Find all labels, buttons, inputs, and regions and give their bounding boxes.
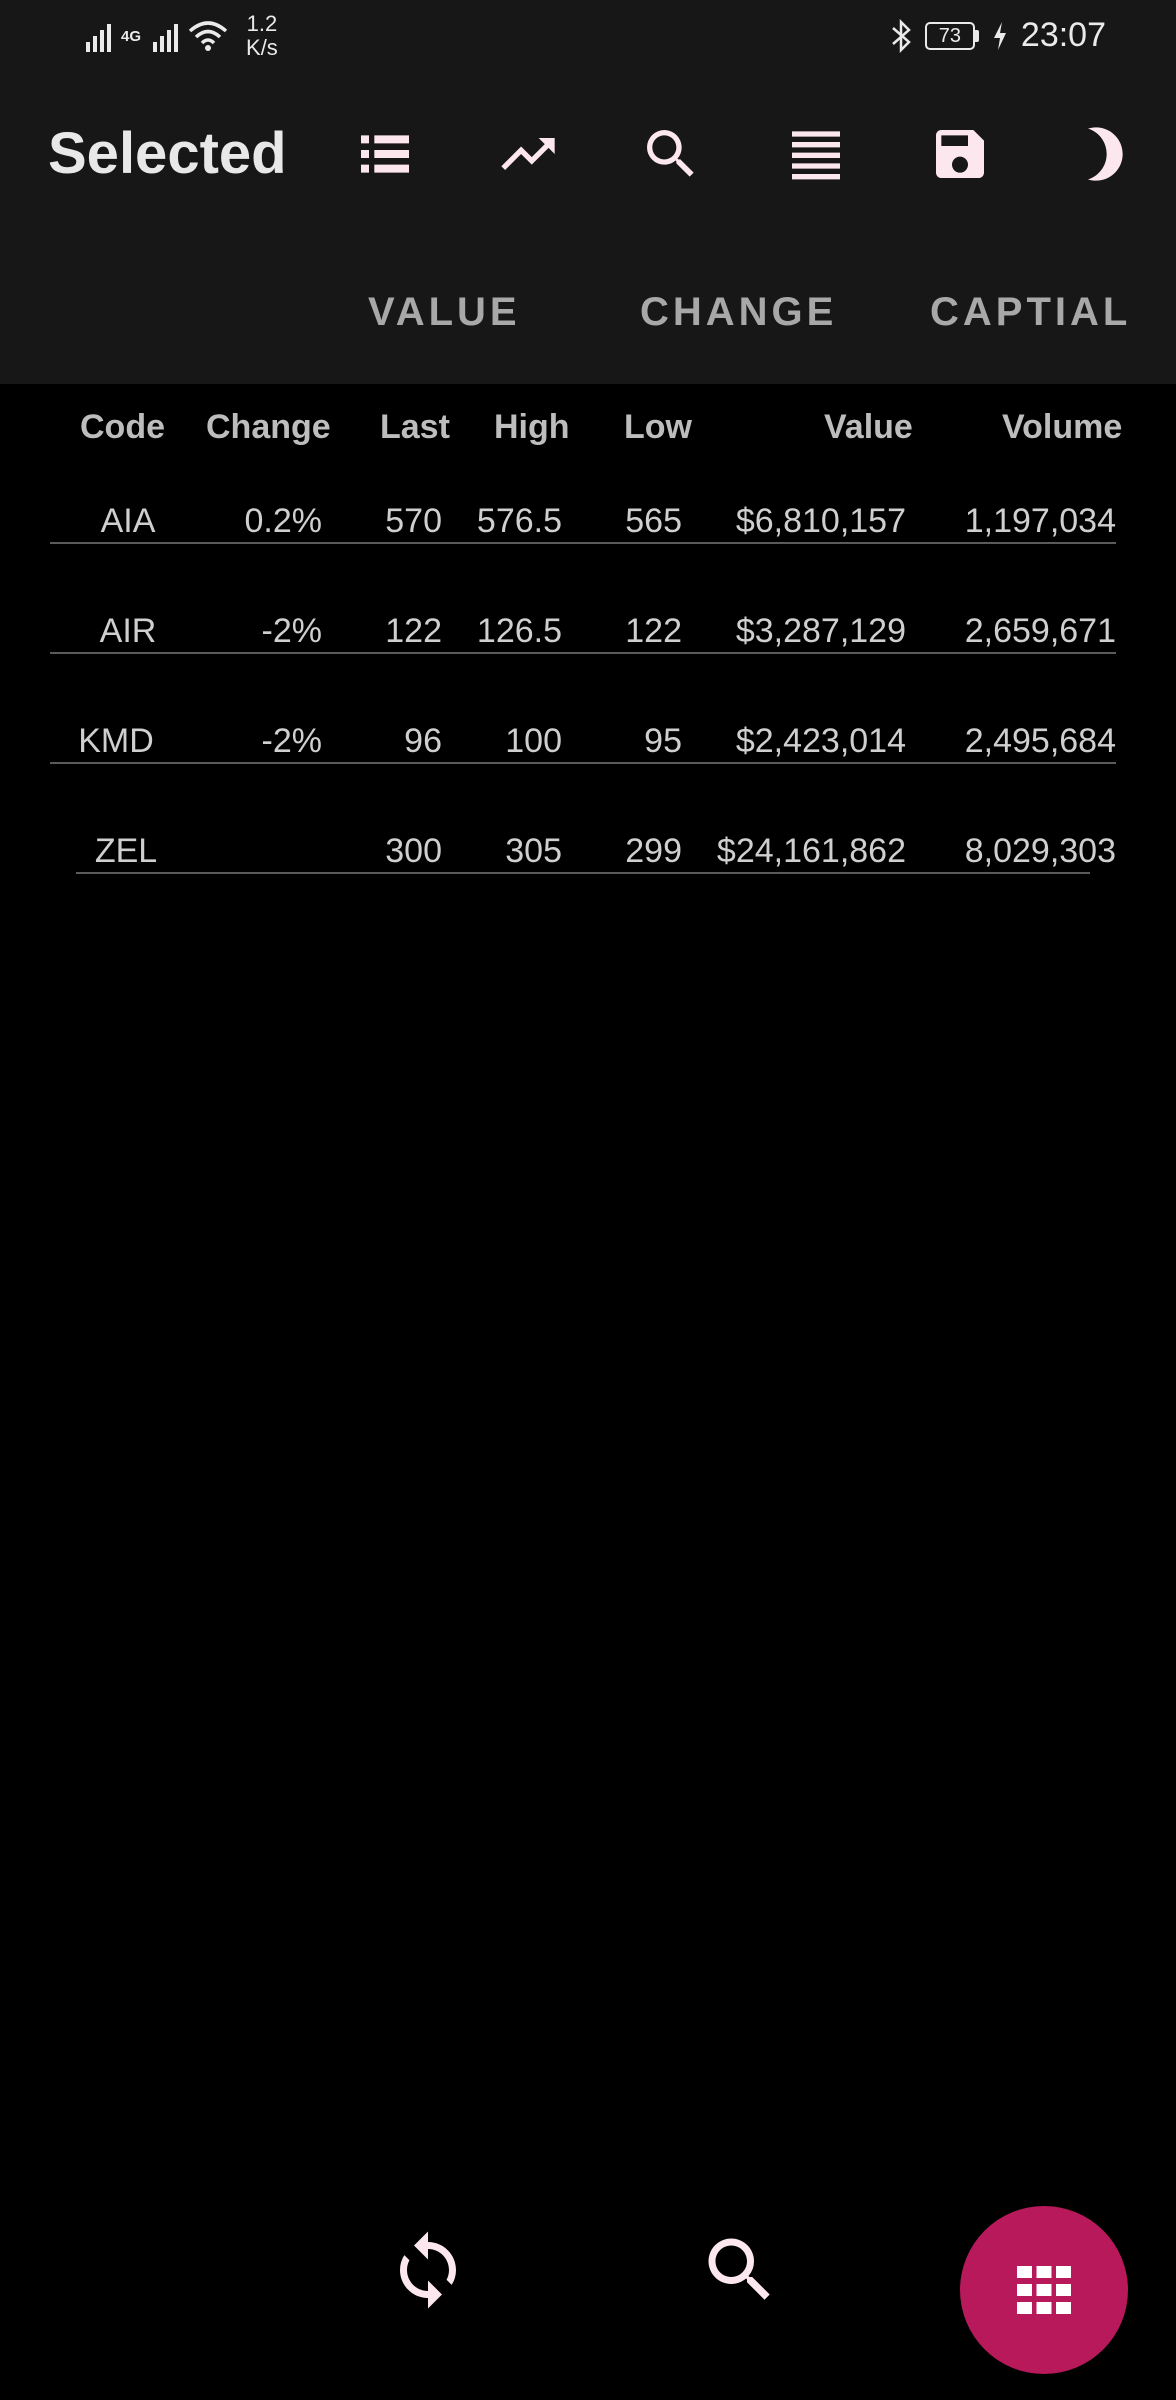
dark-mode-button[interactable] <box>1064 114 1144 194</box>
refresh-button[interactable] <box>378 2220 478 2320</box>
speed-value: 1.2 <box>246 11 278 36</box>
table-row[interactable]: AIA 0.2% 570 576.5 565 $6,810,157 1,197,… <box>0 484 1176 594</box>
network-type-label: 4G <box>121 27 142 45</box>
table-row[interactable]: ZEL 300 305 299 $24,161,862 8,029,303 <box>0 814 1176 924</box>
column-header-value[interactable]: Value <box>824 408 913 446</box>
cell-low: 299 <box>625 832 682 870</box>
cell-value: $24,161,862 <box>716 832 906 870</box>
cell-last: 122 <box>385 612 442 650</box>
column-header-high[interactable]: High <box>494 408 570 446</box>
row-divider <box>50 762 1116 764</box>
column-header-last[interactable]: Last <box>380 408 450 446</box>
battery-indicator: 73 <box>924 21 979 50</box>
wifi-icon <box>188 21 228 51</box>
cell-change: -2% <box>261 722 322 760</box>
table-row[interactable]: KMD -2% 96 100 95 $2,423,014 2,495,684 <box>0 704 1176 814</box>
search-icon <box>647 130 694 177</box>
cell-volume: 1,197,034 <box>964 502 1116 540</box>
tab-bar: VALUE CHANGE CAPTIAL <box>0 272 1176 382</box>
tab-change[interactable]: CHANGE <box>640 290 838 334</box>
page-title: Selected <box>48 121 287 186</box>
column-header-code[interactable]: Code <box>80 408 165 446</box>
cell-last: 570 <box>385 502 442 540</box>
cell-value: $3,287,129 <box>735 612 906 650</box>
clock: 23:07 <box>1020 16 1106 54</box>
cell-volume: 8,029,303 <box>964 832 1116 870</box>
trending-button[interactable] <box>488 114 568 194</box>
row-divider <box>50 542 1116 544</box>
cell-code: AIA <box>100 502 156 540</box>
column-header-change[interactable]: Change <box>206 408 331 446</box>
cell-high: 305 <box>505 832 562 870</box>
grid-icon <box>1017 2266 1071 2314</box>
cell-low: 565 <box>625 502 682 540</box>
cell-high: 126.5 <box>476 612 562 650</box>
cell-value: $2,423,014 <box>735 722 906 760</box>
bottom-search-button[interactable] <box>690 2220 790 2320</box>
column-header-volume[interactable]: Volume <box>1002 408 1123 446</box>
list-view-icon <box>361 135 409 173</box>
menu-lines-button[interactable] <box>776 114 856 194</box>
signal-1-icon <box>86 20 111 52</box>
table-row[interactable]: AIR -2% 122 126.5 122 $3,287,129 2,659,6… <box>0 594 1176 704</box>
status-right: 73 23:07 <box>889 16 1106 55</box>
status-left: 4G 1.2 K/s <box>86 12 278 60</box>
cell-change: -2% <box>261 612 322 650</box>
cell-value: $6,810,157 <box>735 502 906 540</box>
speed-unit: K/s <box>246 35 278 60</box>
grid-fab-button[interactable] <box>960 2206 1128 2374</box>
search-button[interactable] <box>631 114 711 194</box>
save-icon <box>936 130 984 178</box>
network-speed: 1.2 K/s <box>246 12 278 60</box>
cell-code: AIR <box>99 612 157 650</box>
charging-icon <box>993 21 1006 50</box>
cell-last: 300 <box>385 832 442 870</box>
app-bar: Selected VALUE CHANGE CAPTIAL <box>0 72 1176 384</box>
cell-high: 576.5 <box>476 502 562 540</box>
battery-level: 73 <box>924 21 975 50</box>
cell-high: 100 <box>505 722 562 760</box>
save-button[interactable] <box>920 114 1000 194</box>
menu-lines-icon <box>792 131 840 180</box>
row-divider <box>76 872 1090 874</box>
cell-low: 122 <box>625 612 682 650</box>
bluetooth-icon <box>892 18 911 53</box>
cell-change: 0.2% <box>244 502 323 540</box>
status-bar: 4G 1.2 K/s 73 23:07 <box>0 0 1176 72</box>
signal-2-icon <box>153 20 179 52</box>
row-divider <box>50 652 1116 654</box>
cell-volume: 2,495,684 <box>964 722 1116 760</box>
cell-low: 95 <box>644 722 682 760</box>
tab-value[interactable]: VALUE <box>368 290 521 334</box>
cell-volume: 2,659,671 <box>964 612 1116 650</box>
cell-code: ZEL <box>94 832 158 870</box>
cell-code: KMD <box>78 722 154 760</box>
dark-mode-icon <box>1088 127 1123 181</box>
trending-up-icon <box>501 138 555 170</box>
tab-captial[interactable]: CAPTIAL <box>930 290 1132 334</box>
refresh-icon <box>400 2231 456 2309</box>
list-view-button[interactable] <box>345 114 425 194</box>
search-icon <box>708 2238 770 2300</box>
column-header-low[interactable]: Low <box>624 408 692 446</box>
battery-tip <box>974 29 979 42</box>
cell-last: 96 <box>404 722 442 760</box>
